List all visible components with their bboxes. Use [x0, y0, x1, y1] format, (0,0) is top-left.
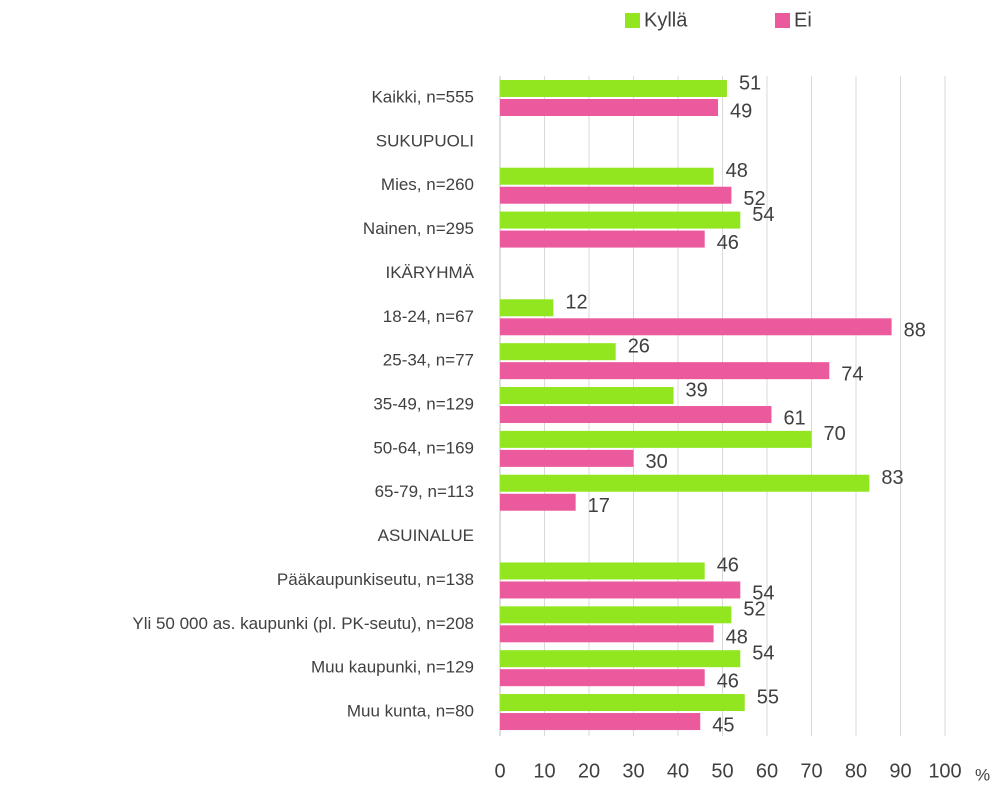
- data-label: 52: [743, 599, 765, 621]
- data-label: 54: [752, 204, 774, 226]
- x-tick-label: 60: [756, 760, 778, 782]
- bar: [500, 318, 892, 336]
- data-label: 74: [841, 363, 863, 385]
- bar: [500, 186, 732, 204]
- bar: [500, 669, 705, 687]
- data-label: 48: [726, 627, 748, 649]
- data-label: 30: [646, 451, 668, 473]
- data-label: 83: [881, 467, 903, 489]
- bar: [500, 343, 616, 361]
- x-tick-label: 20: [578, 760, 600, 782]
- data-label: 39: [686, 379, 708, 401]
- x-tick-label: 0: [494, 760, 505, 782]
- data-label: 70: [824, 423, 846, 445]
- bar: [500, 406, 772, 424]
- data-label: 26: [628, 335, 650, 357]
- legend-swatch: [775, 13, 790, 28]
- data-label: 46: [717, 670, 739, 692]
- bar: [500, 493, 576, 511]
- data-label: 54: [752, 583, 774, 605]
- y-tick-label: ASUINALUE: [378, 526, 474, 545]
- y-tick-label: 25-34, n=77: [383, 351, 474, 370]
- data-label: 45: [712, 714, 734, 736]
- data-label: 46: [717, 555, 739, 577]
- legend-swatch: [625, 13, 640, 28]
- y-tick-label: 18-24, n=67: [383, 307, 474, 326]
- bar: [500, 713, 701, 731]
- data-label: 51: [739, 72, 761, 94]
- y-tick-label: 35-49, n=129: [373, 395, 474, 414]
- x-tick-label: 100: [928, 760, 961, 782]
- x-tick-label: 30: [622, 760, 644, 782]
- x-tick-label: 70: [800, 760, 822, 782]
- data-label: 12: [565, 292, 587, 314]
- bar: [500, 299, 554, 317]
- bar: [500, 80, 727, 97]
- y-tick-label: IKÄRYHMÄ: [386, 263, 475, 282]
- bar: [500, 650, 741, 668]
- data-label: 52: [743, 188, 765, 210]
- data-label: 61: [783, 407, 805, 429]
- y-tick-label: SUKUPUOLI: [376, 131, 474, 150]
- y-tick-label: Pääkaupunkiseutu, n=138: [277, 570, 474, 589]
- data-label: 54: [752, 642, 774, 664]
- x-unit: %: [975, 765, 990, 784]
- bar: [500, 625, 714, 643]
- y-tick-label: Muu kaupunki, n=129: [311, 658, 474, 677]
- bar: [500, 430, 812, 448]
- bar: [500, 387, 674, 405]
- y-tick-label: 65-79, n=113: [375, 482, 474, 501]
- y-tick-label: Mies, n=260: [381, 175, 474, 194]
- y-tick-label: Muu kunta, n=80: [347, 702, 474, 721]
- data-label: 46: [717, 232, 739, 254]
- data-label: 88: [904, 320, 926, 342]
- y-tick-label: Nainen, n=295: [363, 219, 474, 238]
- y-tick-label: 50-64, n=169: [373, 438, 474, 457]
- legend-label: Ei: [794, 9, 812, 31]
- data-label: 17: [588, 495, 610, 517]
- data-label: 49: [730, 100, 752, 122]
- data-label: 48: [726, 160, 748, 182]
- x-tick-label: 40: [667, 760, 689, 782]
- x-tick-label: 90: [889, 760, 911, 782]
- x-tick-label: 80: [845, 760, 867, 782]
- bar: [500, 581, 741, 599]
- legend-label: Kyllä: [644, 9, 688, 31]
- y-tick-label: Kaikki, n=555: [371, 87, 474, 106]
- data-label: 55: [757, 686, 779, 708]
- bar: [500, 606, 732, 624]
- bar: [500, 99, 719, 116]
- bar: [500, 211, 741, 229]
- x-tick-label: 50: [711, 760, 733, 782]
- bar: [500, 230, 705, 248]
- bar: [500, 562, 705, 580]
- bar: [500, 474, 870, 492]
- y-tick-label: Yli 50 000 as. kaupunki (pl. PK-seutu), …: [132, 614, 474, 633]
- bar: [500, 694, 745, 712]
- bar: [500, 167, 714, 185]
- bar: [500, 449, 634, 467]
- bar: [500, 362, 830, 380]
- x-tick-label: 10: [533, 760, 555, 782]
